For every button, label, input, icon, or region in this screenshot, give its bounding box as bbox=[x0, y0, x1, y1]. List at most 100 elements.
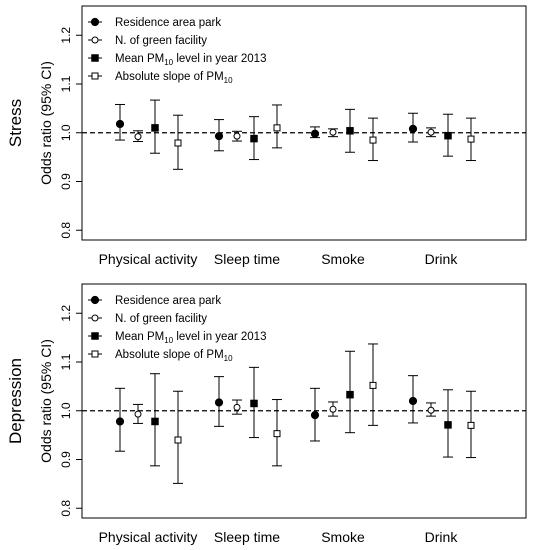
point-marker bbox=[427, 406, 435, 414]
error-bar bbox=[150, 373, 160, 467]
point-marker bbox=[369, 136, 377, 144]
point-marker bbox=[214, 132, 224, 141]
legend-label: Absolute slope of PM10 bbox=[115, 71, 233, 85]
point-marker bbox=[233, 403, 241, 411]
point-marker bbox=[174, 139, 182, 147]
error-bar bbox=[214, 376, 224, 427]
point-marker bbox=[91, 332, 99, 340]
error-bar bbox=[272, 104, 282, 149]
y-tick-label: 0.9 bbox=[59, 451, 73, 468]
y-tick-label: 1.1 bbox=[59, 75, 73, 92]
category-label: Drink bbox=[425, 251, 459, 267]
error-bar bbox=[426, 127, 436, 138]
point-marker bbox=[134, 133, 142, 141]
y-tick-label: 1.2 bbox=[59, 305, 73, 322]
point-marker bbox=[273, 124, 281, 132]
point-marker bbox=[90, 17, 100, 27]
category-label: Smoke bbox=[321, 529, 365, 545]
point-marker bbox=[174, 436, 182, 444]
y-axis-label: Odds ratio (95% CI) bbox=[38, 339, 54, 463]
point-marker bbox=[310, 129, 320, 138]
error-bar bbox=[368, 117, 378, 162]
error-bar bbox=[249, 366, 259, 439]
error-bar bbox=[328, 128, 338, 138]
error-bar bbox=[173, 390, 183, 484]
point-marker bbox=[91, 72, 99, 80]
error-bar bbox=[214, 119, 224, 152]
point-marker bbox=[329, 405, 337, 413]
legend-label: Residence area park bbox=[115, 295, 221, 307]
y-tick-label: 0.8 bbox=[59, 222, 73, 239]
error-bar bbox=[232, 399, 242, 415]
point-marker bbox=[250, 399, 258, 408]
point-marker bbox=[444, 131, 452, 140]
plot-frame bbox=[81, 283, 527, 519]
point-marker bbox=[134, 410, 142, 418]
error-bar bbox=[345, 350, 355, 434]
point-marker bbox=[408, 124, 418, 133]
error-bar bbox=[133, 130, 143, 143]
point-marker bbox=[467, 421, 475, 429]
error-bar bbox=[173, 114, 183, 170]
point-marker bbox=[151, 417, 159, 426]
error-bar bbox=[272, 399, 282, 467]
point-marker bbox=[444, 421, 452, 429]
error-bar bbox=[115, 103, 125, 141]
error-bar bbox=[310, 126, 320, 139]
y-tick-label: 1.0 bbox=[59, 402, 73, 419]
error-bar bbox=[466, 117, 476, 162]
legend-label: Mean PM10 level in year 2013 bbox=[115, 331, 266, 345]
point-marker bbox=[233, 132, 241, 140]
point-marker bbox=[427, 128, 435, 136]
point-marker bbox=[408, 396, 418, 406]
legend-label: Absolute slope of PM10 bbox=[115, 349, 233, 363]
chart-panel-1: 0.8 0.9 1.0 1.1 1.2 Odds ratio (95% CI) Stress… bbox=[6, 5, 527, 267]
point-marker bbox=[151, 124, 159, 132]
category-label: Sleep time bbox=[214, 529, 280, 545]
point-marker bbox=[115, 119, 125, 129]
error-bar bbox=[310, 387, 320, 442]
y-tick-label: 1.0 bbox=[59, 124, 73, 141]
error-bar bbox=[368, 343, 378, 426]
category-label: Drink bbox=[425, 529, 459, 545]
point-marker bbox=[115, 417, 125, 426]
error-bar bbox=[133, 403, 143, 424]
legend-label: Mean PM10 level in year 2013 bbox=[115, 53, 266, 67]
y-tick-label: 1.1 bbox=[59, 353, 73, 370]
point-marker bbox=[310, 411, 320, 420]
legend: Residence area park N. of green facility M… bbox=[88, 295, 266, 363]
y-tick-label: 0.8 bbox=[59, 500, 73, 517]
point-marker bbox=[346, 390, 354, 399]
y-tick-label: 1.2 bbox=[59, 27, 73, 44]
chart-panel-2: 0.8 0.9 1.0 1.1 1.2 Odds ratio (95% CI) Depres… bbox=[6, 283, 527, 545]
row-label: Depression bbox=[6, 358, 25, 444]
category-label: Physical activity bbox=[99, 251, 198, 267]
error-bar bbox=[115, 387, 125, 452]
legend-label: N. of green facility bbox=[115, 35, 207, 47]
error-bar bbox=[426, 402, 436, 417]
legend-label: N. of green facility bbox=[115, 313, 207, 325]
error-bar bbox=[408, 375, 418, 424]
error-bar bbox=[443, 113, 453, 157]
error-bar bbox=[150, 99, 160, 154]
plot-frame bbox=[81, 5, 527, 241]
error-bar bbox=[443, 389, 453, 458]
point-marker bbox=[91, 314, 99, 322]
point-marker bbox=[214, 398, 224, 407]
point-marker bbox=[91, 54, 99, 62]
point-marker bbox=[369, 381, 377, 389]
row-label: Stress bbox=[6, 99, 25, 147]
error-bar bbox=[328, 401, 338, 417]
error-bar bbox=[466, 390, 476, 459]
error-bar bbox=[408, 112, 418, 143]
error-bar bbox=[345, 108, 355, 153]
category-label: Sleep time bbox=[214, 251, 280, 267]
point-marker bbox=[273, 430, 281, 438]
legend-label: Residence area park bbox=[115, 17, 221, 29]
point-marker bbox=[91, 350, 99, 358]
point-marker bbox=[91, 36, 99, 44]
category-label: Physical activity bbox=[99, 529, 198, 545]
point-marker bbox=[329, 128, 337, 136]
y-tick-label: 0.9 bbox=[59, 173, 73, 190]
